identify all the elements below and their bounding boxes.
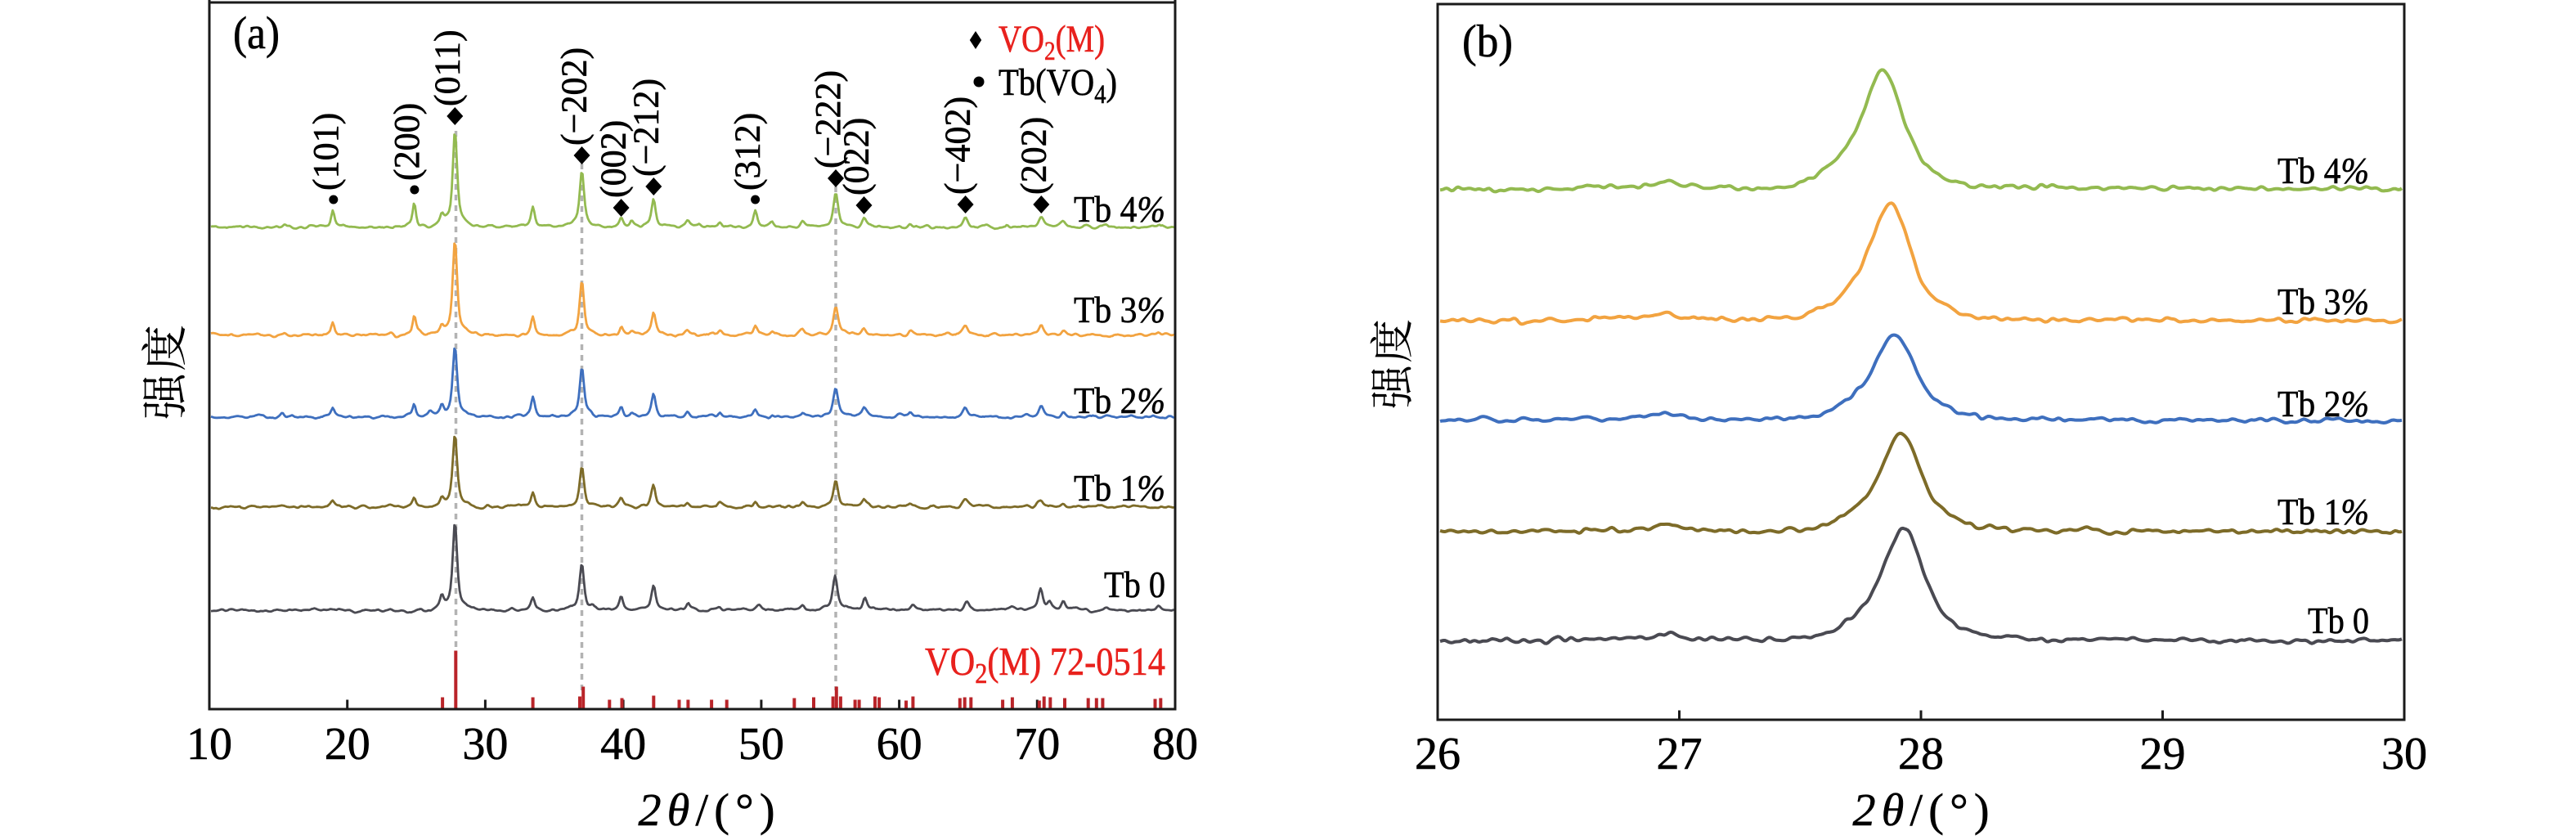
svg-text:28: 28 [1898,729,1944,779]
svg-text:VO2(M) 72-0514: VO2(M) 72-0514 [925,639,1165,690]
svg-text:Tb 3%: Tb 3% [2278,281,2369,322]
svg-text:(101): (101) [306,113,346,191]
svg-text:(200): (200) [387,103,427,181]
svg-text:60: 60 [877,719,922,770]
svg-text:(−202): (−202) [554,47,595,146]
svg-text:Tb(VO4): Tb(VO4) [999,61,1117,110]
svg-text:Tb 0: Tb 0 [1104,564,1165,605]
svg-text:(−212): (−212) [626,79,666,177]
svg-text:30: 30 [2381,729,2427,779]
svg-text:29: 29 [2140,729,2186,779]
svg-text:(−222): (−222) [808,70,848,168]
svg-text:(a): (a) [233,8,280,59]
svg-text:50: 50 [738,719,784,770]
svg-text:Tb 2%: Tb 2% [2278,384,2369,424]
svg-text:(202): (202) [1013,117,1053,195]
svg-text:2θ/(°): 2θ/(°) [1853,785,1990,836]
svg-text:Tb 4%: Tb 4% [1074,189,1165,230]
svg-text:Tb 2%: Tb 2% [1074,380,1165,421]
svg-text:(b): (b) [1462,16,1513,67]
svg-text:10: 10 [186,719,232,770]
svg-text:30: 30 [462,719,508,770]
svg-text:70: 70 [1014,719,1060,770]
svg-text:(−402): (−402) [938,97,978,195]
svg-text:Tb 4%: Tb 4% [2278,150,2369,191]
svg-text:Tb 0: Tb 0 [2308,600,2369,641]
svg-text:20: 20 [325,719,370,770]
svg-text:(011): (011) [427,29,467,106]
svg-text:Tb 1%: Tb 1% [2278,492,2369,532]
svg-text:(312): (312) [728,113,768,191]
svg-text:40: 40 [600,719,646,770]
svg-text:Tb 3%: Tb 3% [1074,290,1165,330]
svg-text:(002): (002) [594,120,634,198]
svg-text:Tb 1%: Tb 1% [1074,468,1165,509]
svg-text:26: 26 [1415,729,1461,779]
svg-text:80: 80 [1152,719,1198,770]
svg-text:27: 27 [1657,729,1703,779]
svg-text:(022): (022) [837,118,877,195]
